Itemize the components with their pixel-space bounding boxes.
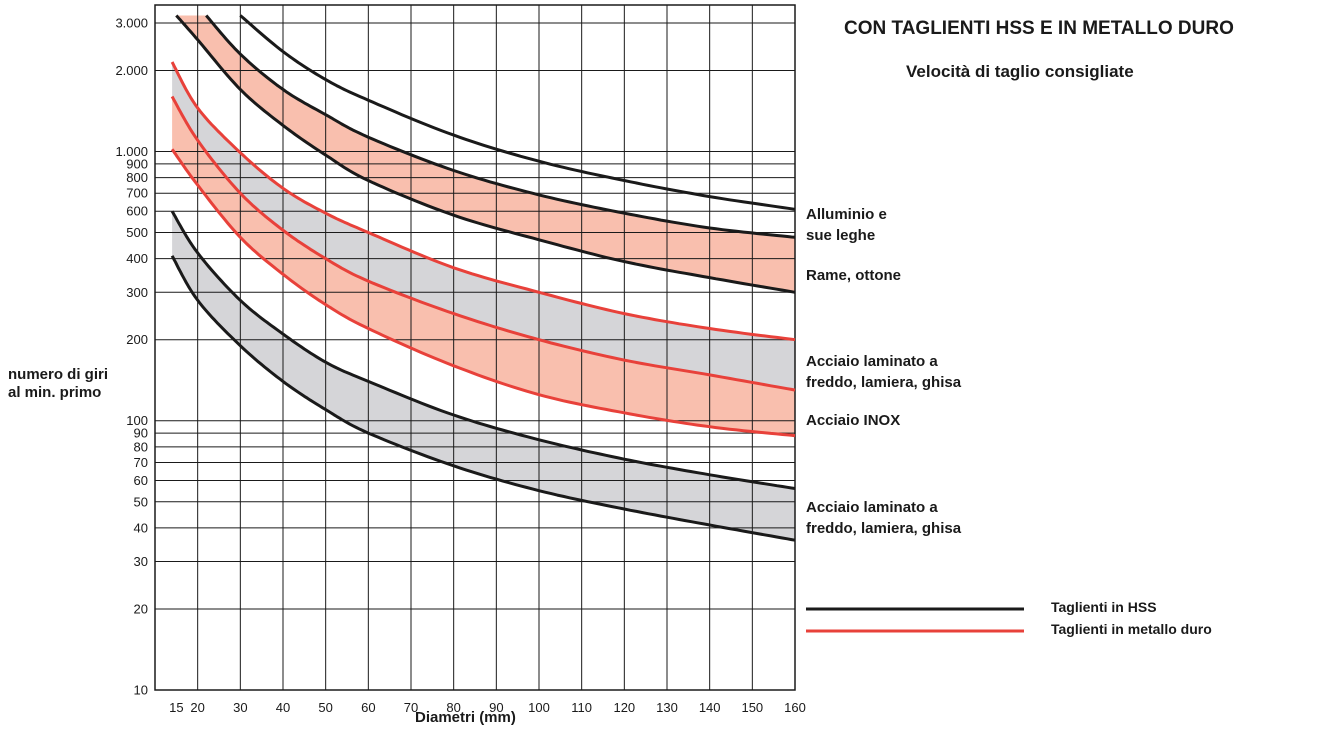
y-tick-label: 30 [134,554,148,569]
y-tick-label: 1.000 [115,144,148,159]
legend-label-hss: Taglienti in HSS [1051,599,1157,615]
x-tick-label: 60 [361,700,375,715]
annotation-rame: Rame, ottone [806,265,901,286]
annotation-line: freddo, lamiera, ghisa [806,374,962,391]
x-tick-label: 160 [784,700,806,715]
y-tick-label: 70 [134,455,148,470]
annotation-line: Acciaio INOX [806,412,901,429]
plot-frame [154,4,796,691]
legend-lines [806,607,1024,633]
chart-subtitle: Velocità di taglio consigliate [906,62,1134,81]
grid-layer [154,4,796,691]
y-tick-label: 60 [134,473,148,488]
x-tick-label: 140 [699,700,721,715]
x-tick-label: 80 [446,700,460,715]
x-tick-label: 110 [571,700,592,715]
y-axis-label-line1: numero di giri [8,366,109,383]
series-line-8 [170,255,796,542]
annotation-acciaio-carbide: Acciaio laminato a freddo, lamiera, ghis… [806,351,961,393]
series-line-1 [239,14,796,211]
y-tick-label: 20 [134,601,148,616]
series-line-7 [170,210,796,490]
y-tick-label: 2.000 [115,63,148,78]
y-tick-label: 10 [134,683,148,698]
y-axis-label-line2: al min. primo [8,384,102,401]
y-tick-label: 700 [126,186,148,201]
y-tick-label: 200 [126,332,148,347]
y-tick-label: 90 [134,426,148,441]
annotation-line: freddo, lamiera, ghisa [806,520,962,537]
x-tick-label: 15 [169,700,183,715]
band-salmon [176,15,796,293]
y-tick-label: 400 [126,251,148,266]
x-tick-label: 30 [233,700,247,715]
x-tick-label: 120 [613,700,635,715]
annotation-line: sue leghe [806,227,876,244]
annotation-acciaio-hss: Acciaio laminato a freddo, lamiera, ghis… [806,497,961,539]
x-tick-label: 90 [489,700,503,715]
annotation-line: Alluminio e [806,206,887,223]
y-tick-label: 500 [126,225,148,240]
x-tick-label: 130 [656,700,678,715]
chart-title: CON TAGLIENTI HSS E IN METALLO DURO [844,18,1234,39]
y-tick-label: 40 [134,520,148,535]
annotation-line: Acciaio laminato a [806,353,938,370]
y-tick-label: 300 [126,285,148,300]
y-tick-label: 800 [126,170,148,185]
annotation-inox: Acciaio INOX [806,410,900,431]
x-tick-label: 100 [528,700,550,715]
series-line-5 [170,95,796,392]
series-line-3 [175,14,796,294]
y-tick-label: 3.000 [115,16,148,31]
ticks-layer: 1020304050607080901002003004005006007008… [115,16,805,715]
y-tick-label: 600 [126,204,148,219]
legend-label-carbide: Taglienti in metallo duro [1051,621,1212,637]
y-tick-label: 100 [126,413,148,428]
y-tick-label: 900 [126,156,148,171]
x-tick-label: 70 [404,700,418,715]
x-axis-label: Diametri (mm) [415,709,516,726]
series-line-2 [205,14,796,239]
y-tick-label: 80 [134,439,148,454]
x-tick-label: 150 [741,700,763,715]
band-gray [172,62,796,391]
series-line-4 [170,61,796,342]
x-tick-label: 50 [318,700,332,715]
band-salmon [172,96,796,436]
annotation-line: Acciaio laminato a [806,499,938,516]
annotation-line: Rame, ottone [806,267,902,284]
annotation-alluminio: Alluminio e sue leghe [806,204,887,246]
y-tick-label: 50 [134,494,148,509]
x-tick-label: 40 [276,700,290,715]
series-line-6 [170,148,796,438]
x-tick-label: 20 [190,700,204,715]
series-layer [170,14,796,542]
